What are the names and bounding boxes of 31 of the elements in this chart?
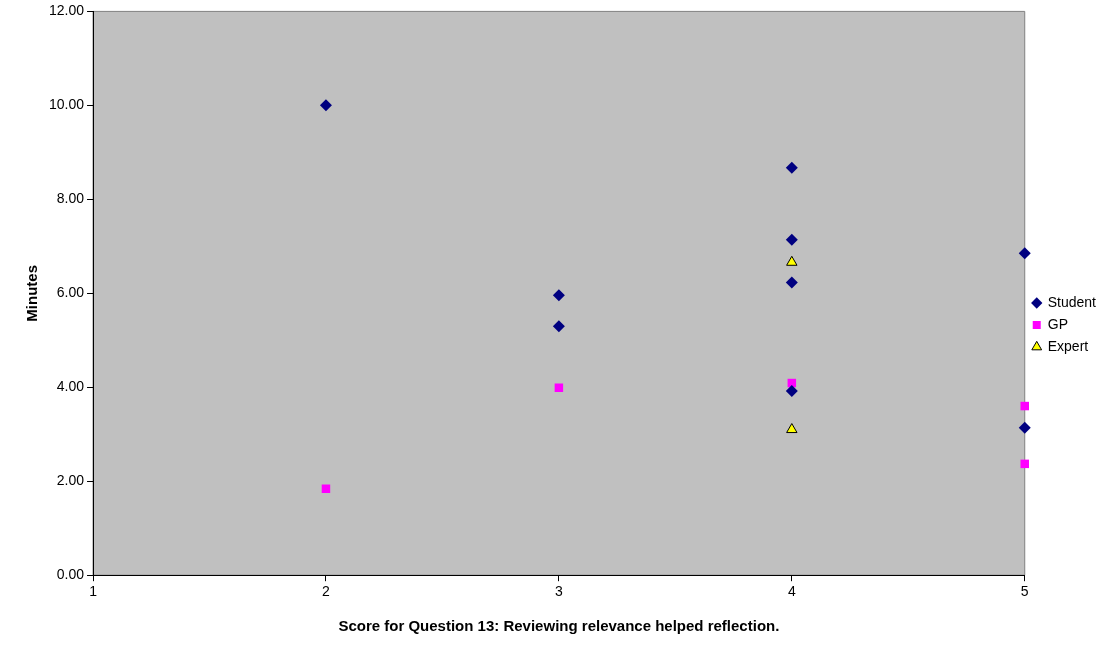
point	[552, 320, 565, 333]
y-tick-label: 2.00	[56, 472, 85, 489]
point	[785, 161, 798, 174]
legend-label: GP	[1047, 315, 1068, 332]
y-tick-label: 6.00	[56, 284, 85, 301]
y-tick-label: 4.00	[56, 378, 85, 395]
point	[785, 385, 798, 398]
point	[554, 383, 564, 392]
y-axis-title: Minutes	[23, 264, 41, 322]
point	[1018, 421, 1031, 434]
point	[1018, 247, 1031, 260]
point	[785, 233, 798, 246]
point	[1020, 401, 1029, 411]
point	[785, 276, 798, 289]
point	[319, 99, 332, 112]
y-tick-label: 0.00	[56, 566, 85, 583]
y-tick-label: 8.00	[56, 190, 85, 207]
x-tick-label: 3	[554, 583, 563, 600]
x-tick-label: 4	[787, 583, 796, 600]
point	[786, 255, 798, 266]
x-axis-title: Score for Question 13: Reviewing relevance helped reflection.	[338, 617, 780, 635]
point	[786, 423, 798, 434]
x-tick-label: 5	[1020, 583, 1029, 600]
x-tick-label: 1	[89, 583, 98, 600]
legend-label: Student	[1047, 293, 1097, 310]
y-tick-label: 10.00	[48, 96, 85, 113]
point	[552, 289, 565, 302]
point	[1020, 459, 1029, 469]
legend-label: Expert	[1047, 337, 1089, 354]
y-tick-label: 12.00	[48, 2, 85, 19]
x-tick-label: 2	[322, 583, 331, 600]
